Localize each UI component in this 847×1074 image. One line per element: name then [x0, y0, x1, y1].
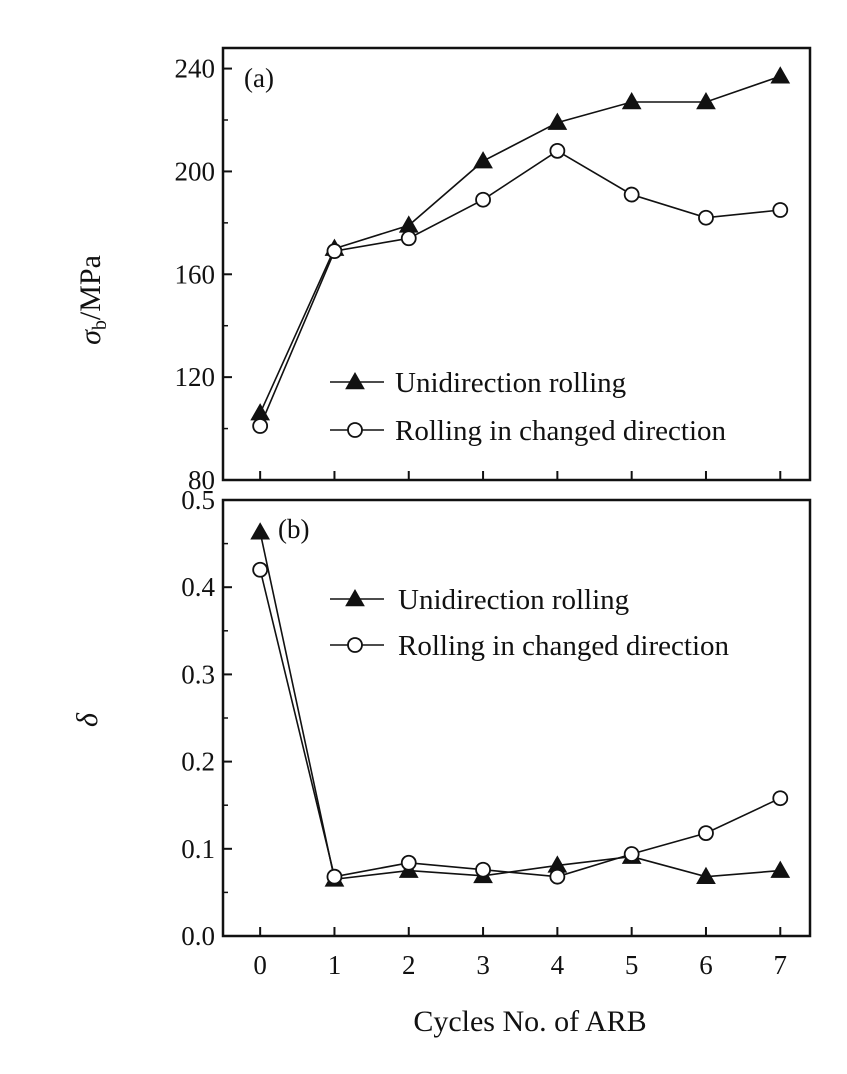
y-tick-label-b: 0.0	[181, 921, 215, 951]
y-axis-unit-a: /MPa	[74, 255, 107, 320]
data-point-circle-a	[326, 243, 343, 260]
data-point-triangle-a	[696, 91, 716, 110]
legend-label-b: Unidirection rolling	[398, 584, 629, 616]
data-point-triangle-b	[770, 860, 791, 878]
legend-a: Unidirection rolling Rolling in changed d…	[330, 367, 727, 447]
data-point-circle-b	[400, 854, 417, 871]
x-axis-title: Cycles No. of ARB	[413, 1005, 646, 1038]
data-point-circle-b	[252, 561, 269, 578]
x-tick-label: 2	[402, 950, 416, 980]
y-tick-label-a: 80	[188, 465, 215, 495]
data-point-circle-b	[772, 790, 789, 807]
sigma-symbol: σ	[74, 329, 107, 345]
legend-marker-b	[345, 588, 365, 607]
y-tick-label-b: 0.3	[181, 659, 215, 689]
data-point-triangle-a	[547, 112, 568, 130]
x-tick-label: 0	[253, 950, 267, 980]
y-tick-label-b: 0.2	[181, 747, 215, 777]
panel-label-b: (b)	[278, 514, 309, 544]
series-b	[250, 522, 791, 887]
series-line-changed-direction-a	[259, 149, 781, 427]
panel-label-a: (a)	[244, 63, 274, 93]
data-point-circle-b	[698, 825, 714, 842]
legend-b: Unidirection rolling Rolling in changed d…	[330, 584, 730, 662]
data-point-circle-a	[623, 186, 640, 203]
data-point-triangle-a	[398, 215, 419, 233]
x-tick-label: 6	[699, 950, 713, 980]
x-tick-label: 4	[551, 950, 565, 980]
data-point-circle-a	[772, 202, 789, 218]
y-tick-label-b: 0.5	[181, 485, 215, 515]
legend-marker-a	[345, 371, 365, 390]
y-axis-title-a: σb/MPa	[74, 255, 111, 345]
legend-label-b: Rolling in changed direction	[398, 630, 730, 662]
legend-marker-a	[347, 422, 363, 438]
y-tick-label-a: 120	[175, 362, 216, 392]
data-point-circle-b	[549, 868, 566, 885]
data-point-circle-b	[475, 861, 491, 878]
data-point-circle-a	[252, 418, 269, 434]
legend-label-a: Rolling in changed direction	[395, 415, 727, 447]
series-line-unidirection-a	[259, 75, 781, 414]
x-tick-label: 7	[774, 950, 788, 980]
data-point-circle-a	[698, 209, 714, 226]
data-point-circle-a	[475, 191, 491, 208]
panel-a: (a) σb/MPa 80 120 160 200 240 Unidirection r…	[74, 46, 812, 495]
legend-marker-b	[347, 637, 363, 653]
data-point-triangle-b	[250, 522, 271, 540]
data-point-circle-a	[400, 230, 417, 247]
data-point-circle-a	[549, 142, 566, 159]
x-tick-label: 3	[476, 950, 490, 980]
data-point-circle-b	[326, 868, 343, 885]
plot-frame-a	[221, 46, 812, 482]
ticks-b: 0.0 0.1 0.2 0.3 0.4 0.5 0 1 2 3 4 5 6 7	[181, 485, 787, 980]
y-tick-label-b: 0.1	[181, 834, 215, 864]
data-point-triangle-b	[696, 866, 716, 884]
series-line-changed-direction-b	[259, 569, 781, 878]
y-axis-title-b: δ	[71, 712, 104, 727]
y-tick-label-b: 0.4	[181, 572, 215, 602]
ticks-a: 80 120 160 200 240	[175, 54, 782, 495]
series-a	[250, 66, 791, 434]
y-tick-label-a: 200	[175, 156, 216, 186]
series-line-unidirection-b	[259, 532, 781, 881]
data-point-triangle-a	[621, 91, 642, 110]
x-tick-label: 1	[328, 950, 342, 980]
y-tick-label-a: 240	[175, 54, 216, 84]
data-point-circle-b	[623, 846, 640, 862]
data-point-triangle-a	[473, 151, 493, 169]
panel-b: (b) δ 0.0 0.1 0.2 0.3 0.4 0.5 0 1 2 3 4 5 6 7 Unidire…	[71, 485, 812, 980]
sigma-subscript: b	[89, 320, 111, 330]
y-tick-label-a: 160	[175, 259, 216, 289]
legend-label-a: Unidirection rolling	[395, 367, 626, 399]
x-tick-label: 5	[625, 950, 639, 980]
data-point-triangle-a	[770, 66, 791, 84]
